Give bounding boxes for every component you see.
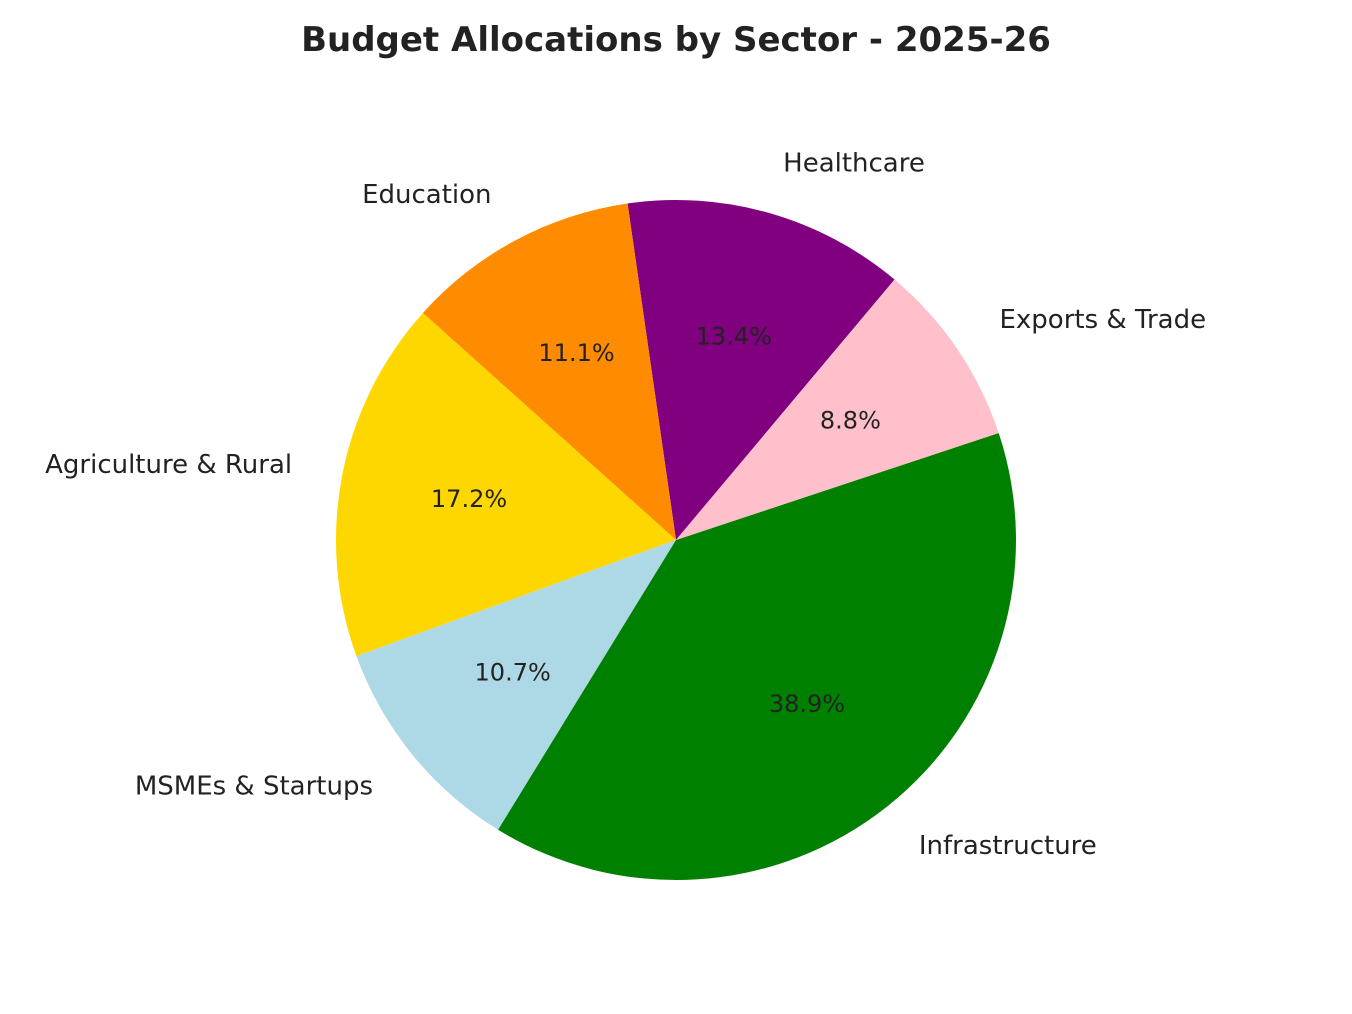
pct-label: 11.1% xyxy=(538,339,614,367)
sector-label: Infrastructure xyxy=(919,831,1097,861)
sector-label: MSMEs & Startups xyxy=(135,772,373,802)
pct-label: 38.9% xyxy=(769,690,845,718)
pie-chart-svg: 13.4% 11.1% 17.2% 10.7% 38.9% 8.8% Healthcare E… xyxy=(0,0,1352,1014)
sector-label: Agriculture & Rural xyxy=(45,450,292,480)
pie-chart-container: Budget Allocations by Sector - 2025-26 1… xyxy=(0,0,1352,1014)
pct-label: 10.7% xyxy=(475,658,551,686)
sector-label: Healthcare xyxy=(783,148,925,178)
pct-label: 8.8% xyxy=(820,407,881,435)
pie-slices xyxy=(336,200,1016,880)
sector-label: Exports & Trade xyxy=(999,305,1206,335)
pct-label: 17.2% xyxy=(431,485,507,513)
sector-label: Education xyxy=(362,180,491,210)
pct-label: 13.4% xyxy=(696,322,772,350)
